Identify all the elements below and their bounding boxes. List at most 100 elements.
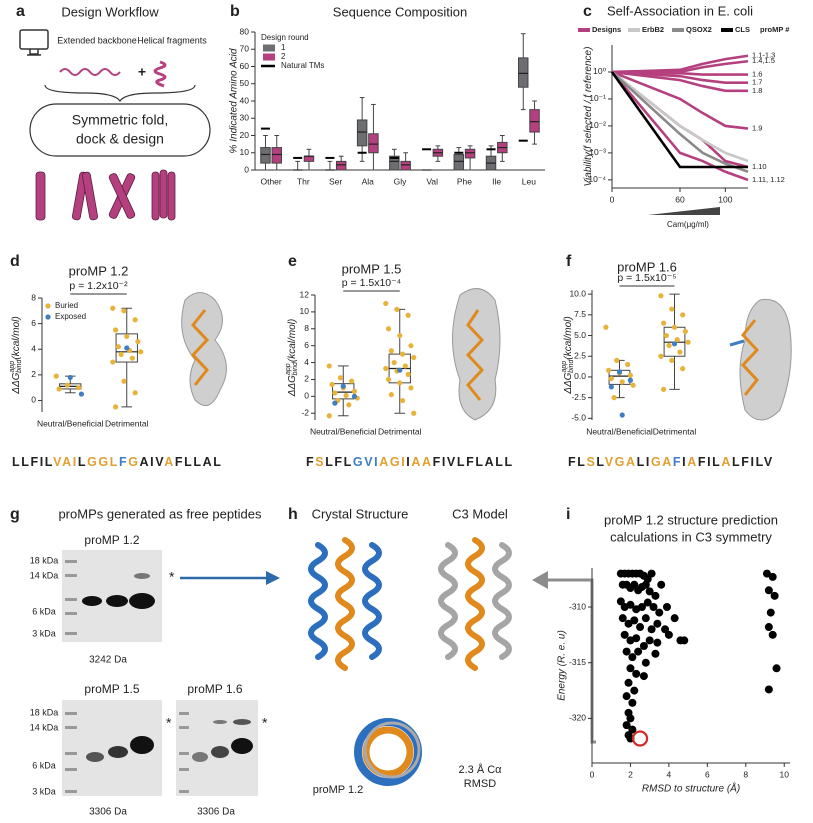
point (653, 619, 662, 628)
point (674, 337, 680, 343)
sequence-segment: GVI (353, 455, 379, 469)
y-axis-label-part: ΔΔG (11, 372, 22, 394)
point (764, 685, 773, 694)
point (669, 306, 675, 312)
sequence-segment: AA (411, 455, 432, 469)
point (680, 636, 689, 645)
step-box (29, 103, 211, 157)
point (603, 324, 609, 330)
panel-label: h (288, 506, 298, 523)
x-tick-label: Phe (457, 176, 472, 186)
point (624, 678, 633, 687)
point (618, 614, 627, 623)
point (608, 375, 614, 382)
point (329, 381, 335, 388)
x-tick-label: Val (426, 176, 438, 186)
point (661, 625, 670, 634)
marker-label: 6 kDa (32, 760, 56, 770)
point (632, 634, 641, 643)
legend-label: 2 (281, 52, 286, 61)
y-tick-label: 50 (240, 78, 250, 88)
point (397, 367, 403, 373)
end-label: 1.1-1.3 (752, 51, 775, 60)
y-tick-label: 0 (244, 164, 249, 174)
y-tick-label: 8 (31, 292, 36, 302)
series-line (611, 70, 748, 93)
sequence: FLSLVGALIGAFIAFILALFILV (568, 455, 774, 469)
marker-label: 14 kDa (30, 570, 59, 580)
y-tick-label: 2.5 (574, 350, 586, 360)
bands (82, 573, 155, 609)
sequence-segment: FIL (698, 455, 722, 469)
sequence-segment: V (605, 455, 615, 469)
annotation: p = 1.2x10⁻² (69, 280, 128, 292)
sequence-segment: GA (651, 455, 673, 469)
sequence-segment: GGL (87, 455, 119, 469)
point (110, 359, 116, 365)
gels: proMPs generated as free peptides proMP … (30, 506, 280, 818)
x-tick-label: Detrimental (653, 426, 697, 436)
structures: Crystal Structure C3 Model proMP 1.2 2.3… (308, 506, 596, 796)
plus: + (138, 64, 146, 80)
y-tick-label: -5.0 (571, 413, 586, 423)
y-tick-label: 60 (240, 61, 250, 71)
chart-title: proMP 1.2 structure prediction (604, 512, 778, 527)
legend-label: Exposed (55, 312, 86, 321)
point (664, 630, 673, 639)
sequence-segment: A (164, 455, 175, 469)
point (332, 390, 338, 396)
point (121, 378, 127, 384)
box (389, 155, 400, 171)
x-tick-label: 2 (628, 769, 633, 779)
point (402, 363, 408, 369)
backbone-curve (59, 68, 121, 76)
y-tick-label: 0 (304, 391, 309, 401)
point (657, 580, 666, 589)
box (518, 57, 529, 88)
structure-renders (181, 288, 792, 421)
series-line (611, 70, 749, 130)
end-label: 1.10 (752, 162, 767, 171)
backbone-label: Extended backbone (57, 35, 137, 45)
point (680, 366, 686, 372)
point (770, 591, 779, 600)
point (349, 378, 355, 384)
point (766, 608, 775, 617)
point (637, 603, 646, 611)
point (658, 353, 664, 359)
point (399, 397, 406, 404)
point (670, 614, 679, 623)
point (608, 384, 614, 390)
legend-swatch (263, 44, 275, 52)
y-tick-label: 10⁻⁴ (588, 174, 606, 184)
point (619, 379, 625, 385)
point (385, 326, 392, 332)
box (335, 160, 347, 171)
legend-label: 1 (281, 43, 286, 52)
point (628, 725, 637, 734)
y-tick-label: 5.0 (574, 330, 586, 340)
x-tick-label: Neutral/Beneficial (586, 426, 653, 436)
sequence-segment: FL (568, 455, 586, 469)
point (651, 591, 660, 600)
y-axis-label: Energy (R. e. u) (557, 630, 568, 701)
bands (86, 736, 154, 762)
asterisk: * (262, 715, 268, 731)
end-label: 1.9 (752, 124, 762, 133)
point (351, 388, 358, 394)
point (655, 608, 664, 617)
end-label: 1.11, 1.12 (752, 175, 785, 184)
arrowhead (532, 571, 548, 589)
gel-name: proMP 1.6 (187, 682, 242, 696)
y-tick-label: 0.0 (574, 371, 586, 381)
x-tick-label: Neutral/Beneficial (37, 418, 104, 428)
brace (44, 84, 196, 103)
y-axis-label: ΔΔGappbind(kcal/mol) (561, 316, 575, 394)
marker-label: 14 kDa (30, 722, 59, 732)
point (115, 344, 121, 350)
point (627, 377, 633, 383)
y-tick-label: 10⁻³ (589, 147, 606, 157)
annotation: p = 1.5x10⁻⁴ (342, 277, 401, 289)
point (622, 692, 631, 701)
